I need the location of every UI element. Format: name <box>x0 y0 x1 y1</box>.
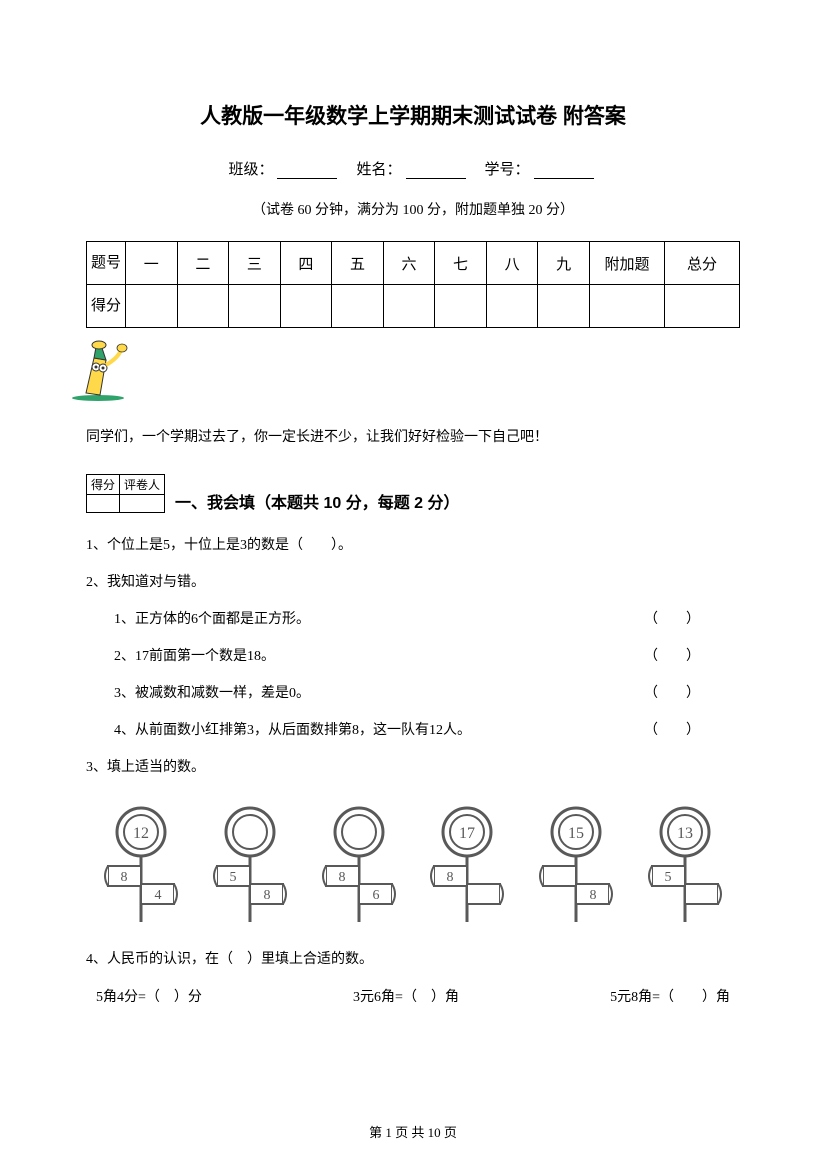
tf-text: 1、正方体的6个面都是正方形。 <box>114 609 310 630</box>
exam-title: 人教版一年级数学上学期期末测试试卷 附答案 <box>86 100 740 130</box>
page-footer: 第 1 页 共 10 页 <box>0 1122 826 1141</box>
col-2: 二 <box>177 242 229 285</box>
svg-text:8: 8 <box>590 888 597 903</box>
lollipop-sign: 15 8 <box>531 804 621 929</box>
svg-text:8: 8 <box>121 870 128 885</box>
svg-text:17: 17 <box>459 825 475 842</box>
tf-text: 4、从前面数小红排第3，从后面数排第8，这一队有12人。 <box>114 720 471 741</box>
question-2-item-2: 2、17前面第一个数是18。 （ ） <box>86 646 740 667</box>
mini-score-label: 得分 <box>87 475 120 495</box>
section-1-header: 得分 评卷人 一、我会填（本题共 10 分，每题 2 分） <box>86 474 740 513</box>
lollipop-sign: 58 <box>205 804 295 929</box>
class-label: 班级： <box>228 162 273 178</box>
tf-paren[interactable]: （ ） <box>644 609 700 630</box>
score-cell[interactable] <box>332 285 384 328</box>
question-4-items: 5角4分=（ ）分 3元6角=（ ）角 5元8角=（ ）角 <box>86 986 740 1006</box>
lollipop-sign: 12 8 4 <box>96 804 186 929</box>
col-bonus: 附加题 <box>590 242 665 285</box>
tf-paren[interactable]: （ ） <box>644 683 700 704</box>
score-cell[interactable] <box>486 285 538 328</box>
col-1: 一 <box>126 242 178 285</box>
score-cell[interactable] <box>665 285 740 328</box>
score-cell[interactable] <box>538 285 590 328</box>
col-4: 四 <box>280 242 332 285</box>
svg-text:8: 8 <box>263 888 270 903</box>
currency-item-3: 5元8角=（ ）角 <box>610 986 730 1006</box>
tf-text: 2、17前面第一个数是18。 <box>114 646 275 667</box>
score-cell[interactable] <box>590 285 665 328</box>
svg-text:6: 6 <box>372 888 379 903</box>
id-blank[interactable] <box>534 164 594 179</box>
id-label: 学号： <box>485 162 530 178</box>
mini-score-cell[interactable] <box>87 495 120 513</box>
question-2-item-1: 1、正方体的6个面都是正方形。 （ ） <box>86 609 740 630</box>
svg-text:4: 4 <box>155 888 162 903</box>
student-info-line: 班级： 姓名： 学号： <box>86 158 740 179</box>
col-7: 七 <box>435 242 487 285</box>
question-1: 1、个位上是5，十位上是3的数是（ ）。 <box>86 535 740 556</box>
exam-meta: （试卷 60 分钟，满分为 100 分，附加题单独 20 分） <box>86 199 740 219</box>
intro-text: 同学们，一个学期过去了，你一定长进不少，让我们好好检验一下自己吧！ <box>86 426 740 446</box>
col-8: 八 <box>486 242 538 285</box>
score-cell[interactable] <box>177 285 229 328</box>
tf-paren[interactable]: （ ） <box>644 720 700 741</box>
col-total: 总分 <box>665 242 740 285</box>
pencil-mascot-icon <box>66 338 740 408</box>
score-cell[interactable] <box>229 285 281 328</box>
lollipop-sign: 13 5 <box>640 804 730 929</box>
section-1-title: 一、我会填（本题共 10 分，每题 2 分） <box>175 495 459 512</box>
currency-item-1: 5角4分=（ ）分 <box>96 986 202 1006</box>
svg-text:5: 5 <box>664 870 671 885</box>
question-2-item-3: 3、被减数和减数一样，差是0。 （ ） <box>86 683 740 704</box>
row-label-question: 题号 <box>87 242 126 285</box>
score-table: 题号 一 二 三 四 五 六 七 八 九 附加题 总分 得分 <box>86 241 740 328</box>
col-9: 九 <box>538 242 590 285</box>
row-label-score: 得分 <box>87 285 126 328</box>
tf-text: 3、被减数和减数一样，差是0。 <box>114 683 310 704</box>
mini-grader-label: 评卷人 <box>120 475 165 495</box>
question-3-stem: 3、填上适当的数。 <box>86 757 740 778</box>
score-cell[interactable] <box>280 285 332 328</box>
lollipop-sign: 86 <box>314 804 404 929</box>
score-table-header-row: 题号 一 二 三 四 五 六 七 八 九 附加题 总分 <box>87 242 740 285</box>
svg-text:12: 12 <box>133 825 149 842</box>
lollipop-sign: 17 8 <box>422 804 512 929</box>
tf-paren[interactable]: （ ） <box>644 646 700 667</box>
score-cell[interactable] <box>126 285 178 328</box>
question-4-stem: 4、人民币的认识，在（ ）里填上合适的数。 <box>86 949 740 970</box>
score-cell[interactable] <box>383 285 435 328</box>
svg-text:13: 13 <box>677 825 693 842</box>
svg-text:5: 5 <box>229 870 236 885</box>
page: 人教版一年级数学上学期期末测试试卷 附答案 班级： 姓名： 学号： （试卷 60… <box>0 0 826 1169</box>
score-cell[interactable] <box>435 285 487 328</box>
score-table-score-row: 得分 <box>87 285 740 328</box>
currency-item-2: 3元6角=（ ）角 <box>353 986 459 1006</box>
question-2-stem: 2、我知道对与错。 <box>86 572 740 593</box>
lollipop-row: 12845886178158135 <box>86 794 740 929</box>
col-5: 五 <box>332 242 384 285</box>
col-6: 六 <box>383 242 435 285</box>
grader-mini-table: 得分 评卷人 <box>86 474 165 513</box>
svg-text:8: 8 <box>338 870 345 885</box>
mini-grader-cell[interactable] <box>120 495 165 513</box>
name-label: 姓名： <box>356 162 401 178</box>
col-3: 三 <box>229 242 281 285</box>
question-2-item-4: 4、从前面数小红排第3，从后面数排第8，这一队有12人。 （ ） <box>86 720 740 741</box>
svg-text:15: 15 <box>568 825 584 842</box>
class-blank[interactable] <box>277 164 337 179</box>
svg-text:8: 8 <box>447 870 454 885</box>
name-blank[interactable] <box>406 164 466 179</box>
